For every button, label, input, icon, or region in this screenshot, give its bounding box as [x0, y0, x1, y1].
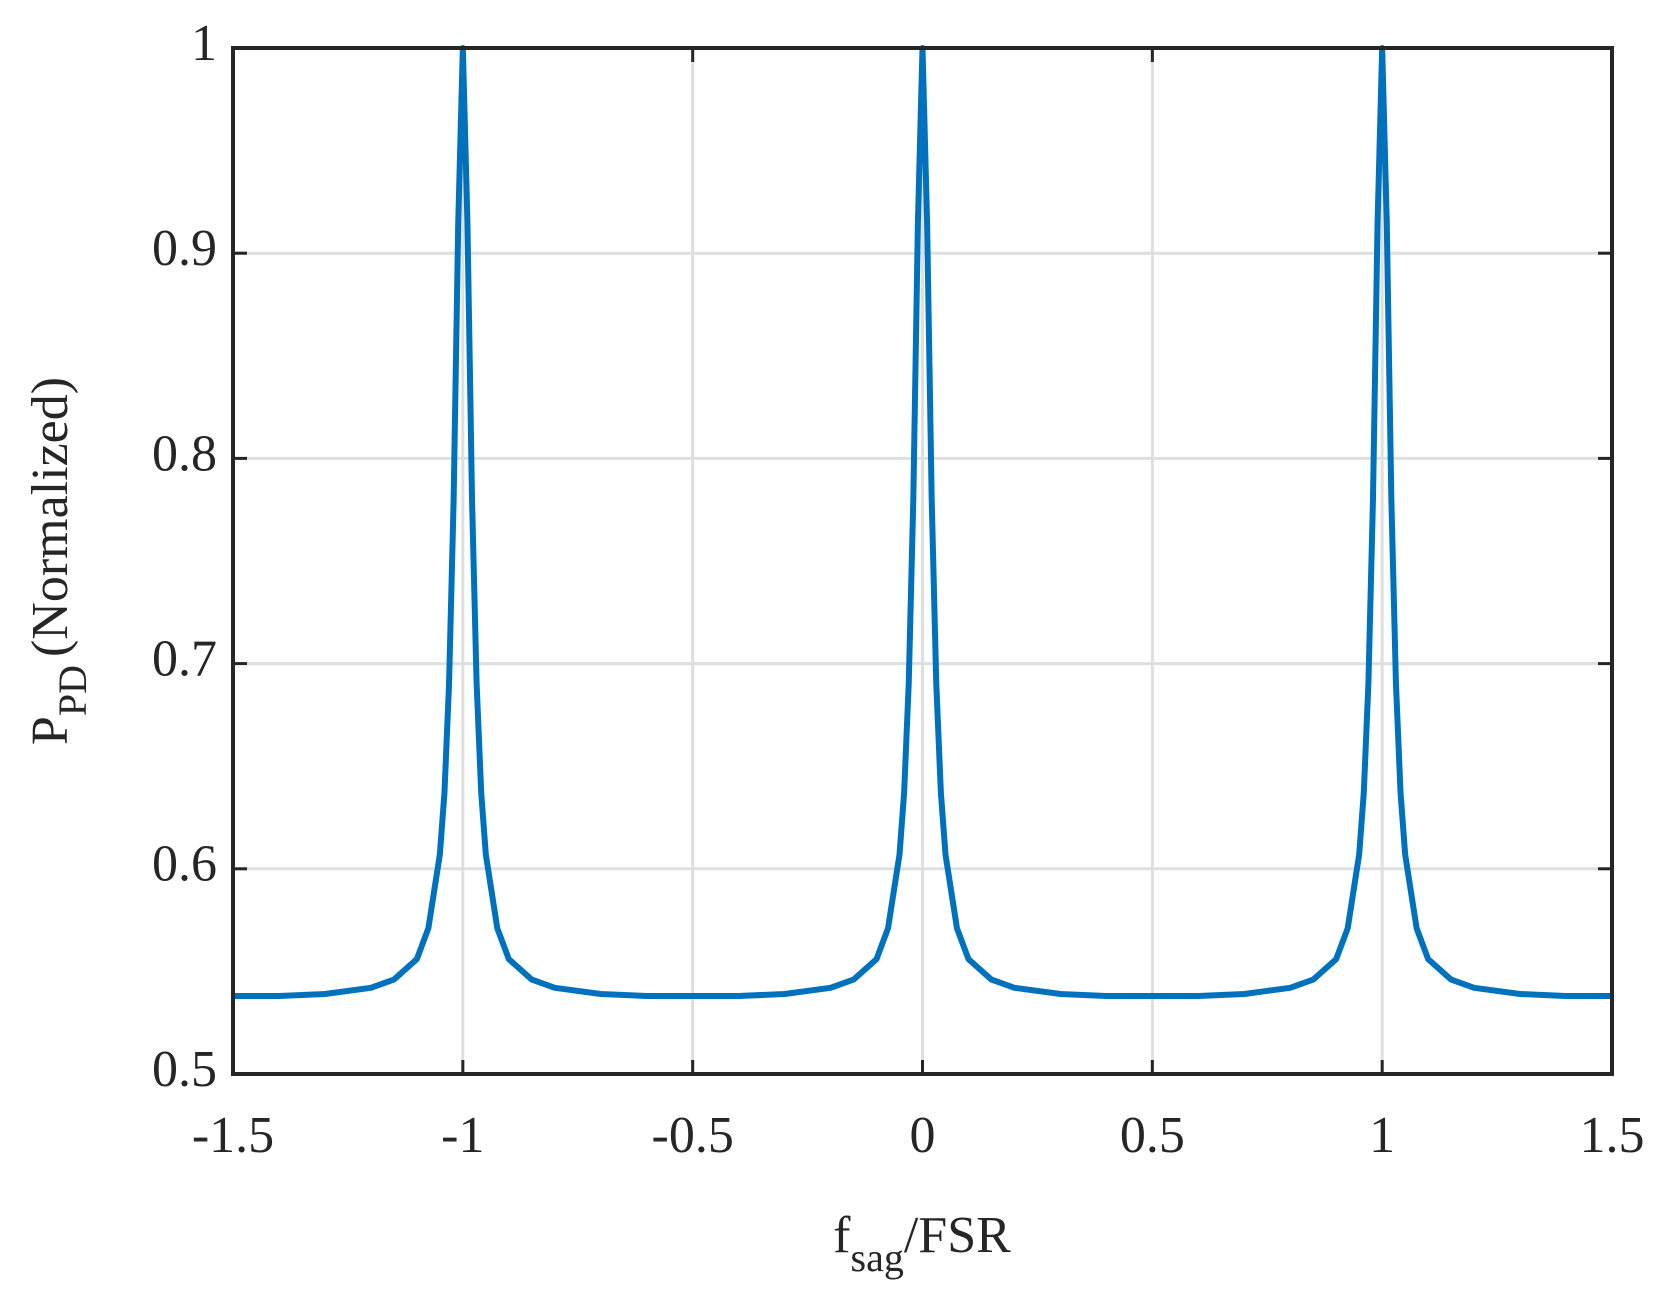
x-tick-label: -0.5: [652, 1107, 734, 1164]
x-tick-label: 1.5: [1580, 1107, 1645, 1164]
y-tick-label: 0.5: [152, 1041, 217, 1098]
y-label-rest: (Normalized): [22, 377, 79, 657]
x-tick-label: 0.5: [1120, 1107, 1185, 1164]
x-label-rest: /FSR: [904, 1207, 1011, 1264]
x-tick-label: -1: [441, 1107, 484, 1164]
x-tick-label: 1: [1369, 1107, 1395, 1164]
x-tick-label: -1.5: [192, 1107, 274, 1164]
y-tick-label: 1: [191, 15, 217, 72]
y-tick-label: 0.7: [152, 631, 217, 688]
y-tick-label: 0.9: [152, 220, 217, 277]
y-label-sub: PD: [50, 665, 95, 716]
y-tick-label: 0.6: [152, 836, 217, 893]
y-tick-label: 0.8: [152, 425, 217, 482]
x-label-main: f: [833, 1207, 851, 1264]
plot-frame: [231, 46, 1614, 1076]
x-label-sub: sag: [851, 1235, 904, 1280]
x-axis-label: fsag/FSR: [833, 1207, 1011, 1280]
y-label-main: P: [22, 716, 79, 745]
x-tick-label: 0: [910, 1107, 936, 1164]
y-axis-label: PPD (Normalized): [22, 377, 95, 745]
